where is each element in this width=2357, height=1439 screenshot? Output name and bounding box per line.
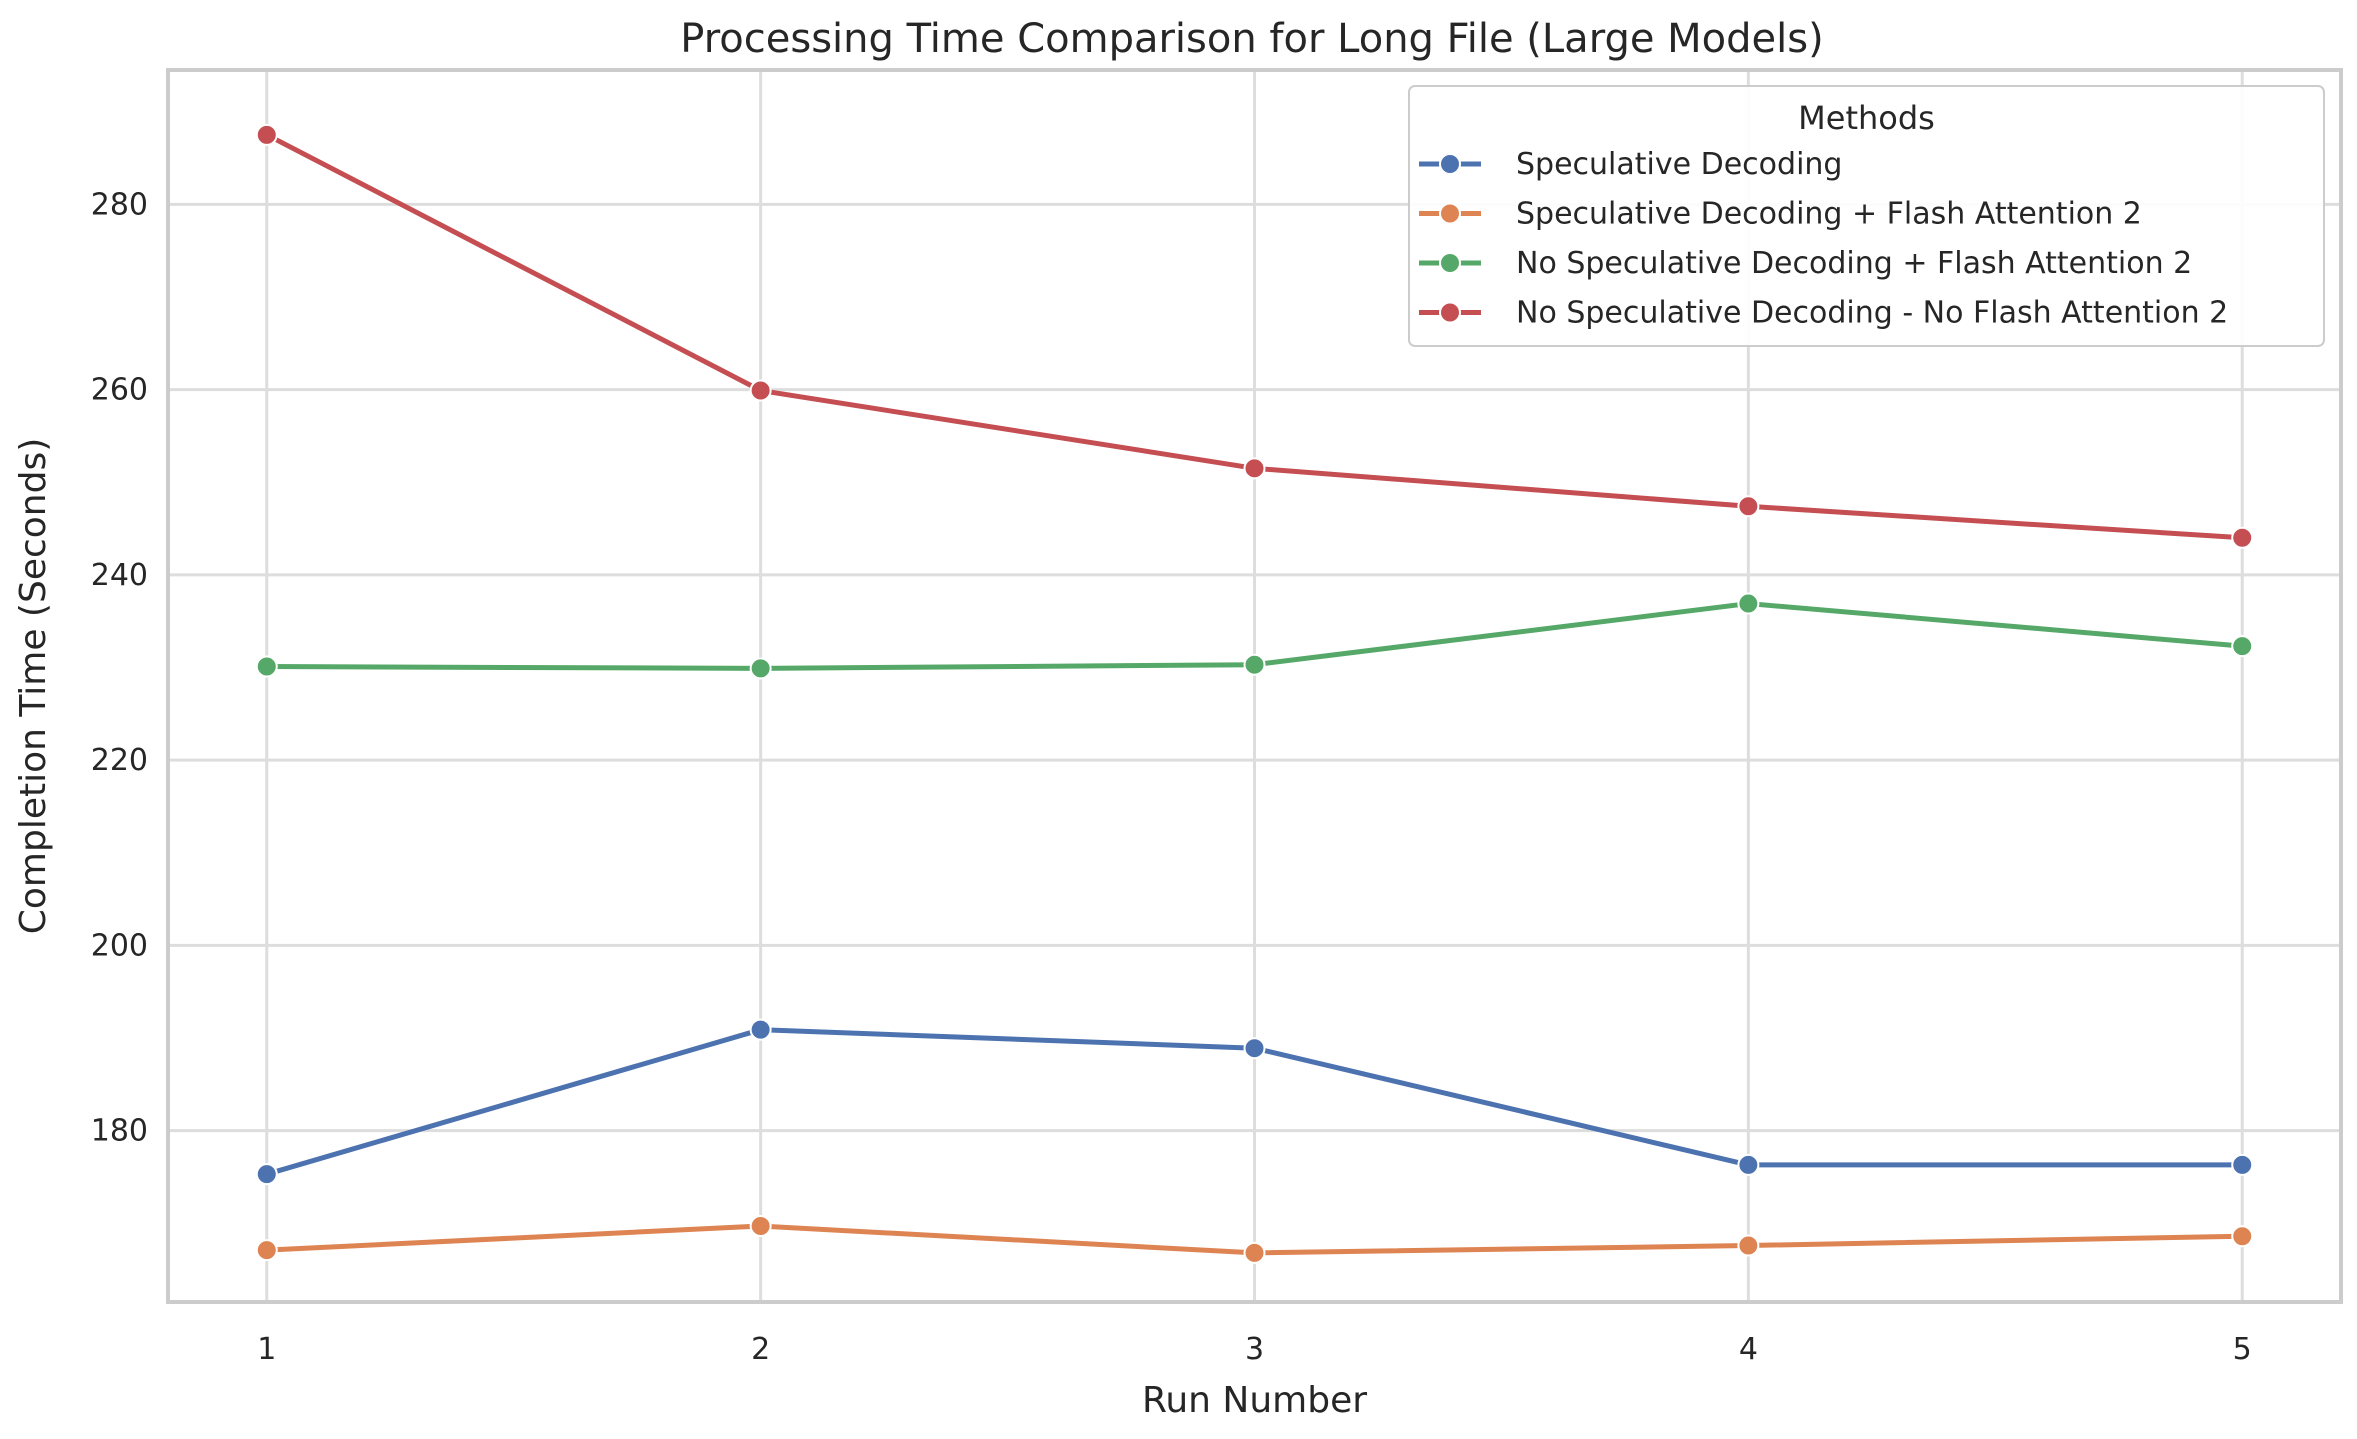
y-tick-label: 260 [91, 373, 148, 408]
y-tick-label: 200 [91, 928, 148, 963]
data-point [255, 1163, 278, 1186]
data-point [1243, 1241, 1266, 1264]
legend-label: No Speculative Decoding - No Flash Atten… [1516, 296, 2228, 331]
legend-item: No Speculative Decoding - No Flash Atten… [1419, 296, 2228, 331]
legend-swatch-marker [1439, 153, 1461, 175]
legend-swatch-marker [1439, 301, 1461, 324]
legend-swatch-marker [1439, 202, 1461, 225]
data-point [1737, 592, 1760, 615]
legend-label: Speculative Decoding + Flash Attention 2 [1516, 197, 2142, 232]
legend-item: Speculative Decoding + Flash Attention 2 [1419, 197, 2142, 232]
legend-item: Speculative Decoding [1419, 147, 1842, 182]
x-tick-label: 5 [2233, 1332, 2252, 1367]
grid-lines [168, 70, 2341, 1302]
data-point [1243, 1037, 1266, 1060]
data-point [2231, 1225, 2254, 1248]
legend-item: No Speculative Decoding + Flash Attentio… [1419, 246, 2192, 281]
data-point [2231, 1153, 2254, 1176]
series-group [255, 123, 2254, 1264]
data-point [749, 657, 772, 680]
legend-title: Methods [1798, 99, 1935, 137]
plot-area-frame [166, 68, 2343, 1304]
data-point [749, 379, 772, 402]
data-point [1737, 1234, 1760, 1257]
x-axis-ticks: 1 2 3 4 5 [257, 1332, 2252, 1367]
data-point [255, 655, 278, 678]
y-axis-label: Completion Time (Seconds) [13, 438, 54, 935]
x-tick-label: 2 [751, 1332, 770, 1367]
y-tick-label: 180 [91, 1114, 148, 1149]
data-point [1243, 457, 1266, 480]
data-point [749, 1018, 772, 1041]
data-point [1737, 1153, 1760, 1176]
y-axis-ticks: 180 200 220 240 260 280 [91, 187, 148, 1148]
y-tick-label: 220 [91, 743, 148, 778]
x-tick-label: 3 [1245, 1332, 1264, 1367]
legend-box [1408, 85, 2325, 347]
data-point [749, 1215, 772, 1238]
series-speculative-decoding-flash-attention-2 [255, 1215, 2254, 1264]
series-no-speculative-decoding-flash-attention-2 [255, 592, 2254, 680]
data-point [2231, 526, 2254, 549]
y-tick-label: 280 [91, 187, 148, 222]
legend-label: Speculative Decoding [1516, 147, 1842, 182]
legend: Methods Speculative DecodingSpeculative … [1408, 85, 2325, 347]
legend-label: No Speculative Decoding + Flash Attentio… [1516, 246, 2192, 281]
y-tick-label: 240 [91, 558, 148, 593]
x-tick-label: 1 [257, 1332, 276, 1367]
legend-items: Speculative Decoding Speculative Decoding… [1419, 147, 2228, 331]
data-point [255, 123, 278, 146]
x-tick-label: 4 [1739, 1332, 1758, 1367]
data-point [1737, 495, 1760, 518]
chart-title: Processing Time Comparison for Long File… [680, 16, 1823, 62]
series-no-speculative-decoding-no-flash-attention-2 [255, 123, 2254, 549]
data-point [2231, 635, 2254, 658]
legend-swatch-marker [1439, 252, 1461, 274]
data-point [1243, 653, 1266, 676]
x-axis-label: Run Number [1142, 1380, 1367, 1421]
data-point [255, 1239, 278, 1262]
series-speculative-decoding [255, 1018, 2254, 1186]
